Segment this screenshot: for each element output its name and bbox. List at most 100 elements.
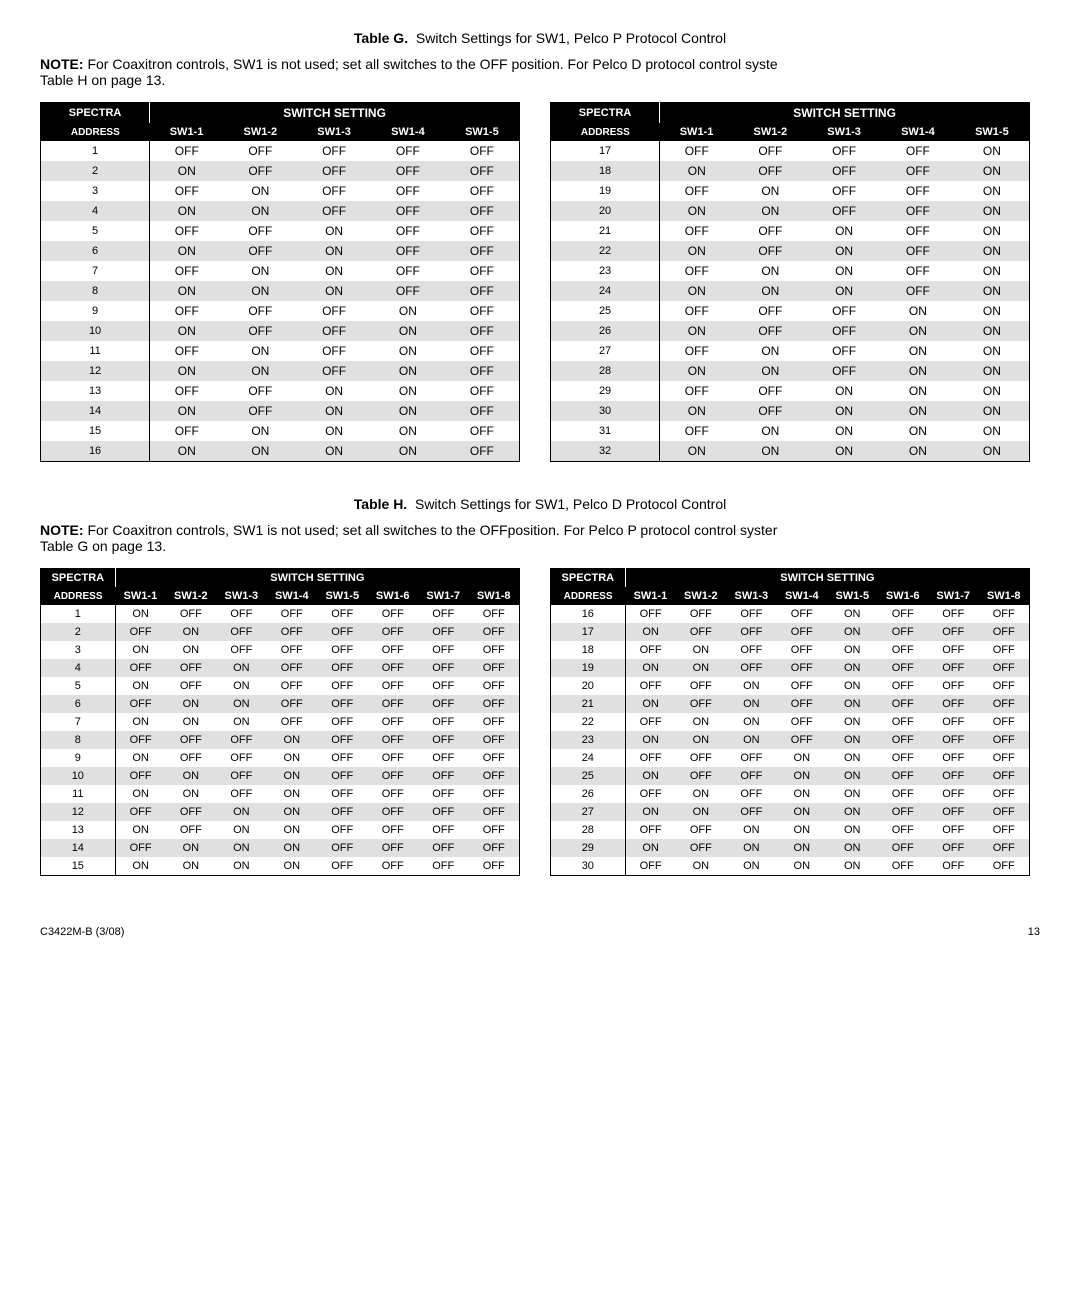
switch-cell: ON — [881, 421, 955, 441]
header-col: SW1-1 — [625, 587, 675, 605]
switch-cell: OFF — [216, 623, 266, 641]
table-row: 27OFFONOFFONON — [551, 341, 1030, 361]
switch-cell: OFF — [928, 641, 978, 659]
switch-cell: ON — [807, 441, 881, 462]
switch-cell: ON — [827, 749, 877, 767]
switch-cell: ON — [150, 361, 224, 381]
switch-cell: ON — [827, 839, 877, 857]
table-row: 2ONOFFOFFOFFOFF — [41, 161, 520, 181]
switch-cell: ON — [733, 341, 807, 361]
switch-cell: OFF — [877, 623, 927, 641]
header-col: SW1-8 — [978, 587, 1029, 605]
switch-cell: OFF — [367, 785, 417, 803]
switch-cell: ON — [777, 785, 827, 803]
switch-cell: ON — [955, 221, 1030, 241]
switch-cell: ON — [676, 731, 726, 749]
switch-cell: OFF — [216, 731, 266, 749]
switch-cell: ON — [955, 321, 1030, 341]
switch-cell: OFF — [468, 839, 519, 857]
table-row: 30OFFONONONONOFFOFFOFF — [551, 857, 1030, 876]
header-col: SW1-3 — [726, 587, 776, 605]
switch-cell: OFF — [445, 361, 520, 381]
table-row: 14ONOFFONONOFF — [41, 401, 520, 421]
table-g-row: SPECTRASWITCH SETTINGADDRESSSW1-1SW1-2SW… — [40, 102, 1040, 462]
switch-cell: ON — [660, 241, 734, 261]
switch-cell: OFF — [317, 713, 367, 731]
switch-cell: ON — [726, 839, 776, 857]
switch-cell: OFF — [166, 821, 216, 839]
table-row: 20OFFOFFONOFFONOFFOFFOFF — [551, 677, 1030, 695]
table-row: 5OFFOFFONOFFOFF — [41, 221, 520, 241]
table-h-row: SPECTRASWITCH SETTINGADDRESSSW1-1SW1-2SW… — [40, 568, 1040, 876]
switch-cell: OFF — [367, 803, 417, 821]
switch-cell: OFF — [928, 731, 978, 749]
switch-cell: OFF — [877, 839, 927, 857]
switch-cell: ON — [115, 857, 165, 876]
switch-cell: OFF — [267, 605, 317, 623]
switch-cell: OFF — [418, 605, 468, 623]
table-g-note-rest: For Coaxitron controls, SW1 is not used;… — [87, 56, 777, 72]
switch-cell: OFF — [317, 677, 367, 695]
switch-cell: OFF — [418, 785, 468, 803]
switch-cell: ON — [150, 441, 224, 462]
switch-cell: OFF — [733, 401, 807, 421]
switch-cell: OFF — [733, 221, 807, 241]
switch-cell: ON — [676, 803, 726, 821]
switch-cell: OFF — [216, 605, 266, 623]
switch-cell: ON — [216, 803, 266, 821]
switch-cell: ON — [827, 803, 877, 821]
switch-cell: ON — [115, 713, 165, 731]
table-row: 9ONOFFOFFONOFFOFFOFFOFF — [41, 749, 520, 767]
address-cell: 14 — [41, 839, 116, 857]
table-row: 7ONONONOFFOFFOFFOFFOFF — [41, 713, 520, 731]
switch-cell: ON — [881, 321, 955, 341]
switch-cell: OFF — [877, 605, 927, 623]
address-cell: 17 — [551, 623, 626, 641]
switch-cell: OFF — [150, 381, 224, 401]
table-row: 25ONOFFOFFONONOFFOFFOFF — [551, 767, 1030, 785]
switch-cell: ON — [807, 241, 881, 261]
table-row: 19ONONOFFOFFONOFFOFFOFF — [551, 659, 1030, 677]
switch-cell: OFF — [777, 695, 827, 713]
table-row: 16OFFOFFOFFOFFONOFFOFFOFF — [551, 605, 1030, 623]
switch-cell: OFF — [166, 677, 216, 695]
table-row: 1OFFOFFOFFOFFOFF — [41, 141, 520, 161]
switch-cell: OFF — [676, 605, 726, 623]
switch-cell: ON — [827, 713, 877, 731]
switch-cell: OFF — [445, 321, 520, 341]
switch-cell: OFF — [371, 221, 445, 241]
switch-cell: OFF — [881, 201, 955, 221]
switch-cell: ON — [807, 381, 881, 401]
switch-cell: ON — [216, 857, 266, 876]
table-row: 29OFFOFFONONON — [551, 381, 1030, 401]
switch-cell: ON — [660, 321, 734, 341]
address-cell: 9 — [41, 301, 150, 321]
switch-cell: ON — [115, 641, 165, 659]
switch-cell: OFF — [777, 641, 827, 659]
switch-cell: OFF — [216, 767, 266, 785]
address-cell: 23 — [551, 261, 660, 281]
switch-cell: OFF — [317, 767, 367, 785]
switch-cell: OFF — [978, 677, 1029, 695]
switch-cell: OFF — [676, 677, 726, 695]
switch-cell: OFF — [150, 181, 224, 201]
switch-cell: OFF — [115, 659, 165, 677]
switch-cell: OFF — [216, 641, 266, 659]
switch-cell: ON — [371, 381, 445, 401]
switch-cell: ON — [807, 221, 881, 241]
switch-cell: OFF — [928, 785, 978, 803]
switch-cell: OFF — [468, 785, 519, 803]
switch-cell: ON — [676, 659, 726, 677]
switch-cell: ON — [267, 749, 317, 767]
address-cell: 1 — [41, 605, 116, 623]
table-row: 19OFFONOFFOFFON — [551, 181, 1030, 201]
switch-cell: OFF — [777, 659, 827, 677]
switch-cell: OFF — [978, 605, 1029, 623]
switch-cell: ON — [297, 261, 371, 281]
switch-cell: ON — [726, 695, 776, 713]
switch-cell: OFF — [676, 839, 726, 857]
table-row: 32ONONONONON — [551, 441, 1030, 462]
switch-cell: ON — [625, 695, 675, 713]
switch-cell: OFF — [115, 731, 165, 749]
switch-cell: OFF — [660, 221, 734, 241]
